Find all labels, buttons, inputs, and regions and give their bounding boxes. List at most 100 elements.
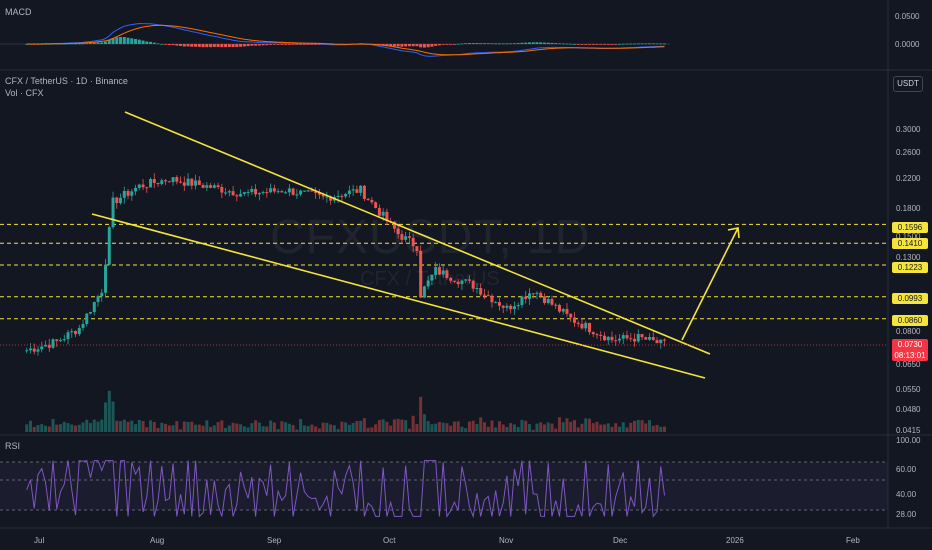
volume-bar — [55, 424, 59, 432]
macd-histogram-bar — [291, 44, 295, 45]
macd-histogram-bar — [224, 44, 228, 48]
candle-body — [659, 339, 663, 344]
price-axis: 0.0500 0.0000 0.3000 0.2600 0.2200 0.180… — [895, 12, 921, 519]
volume-bar — [591, 423, 595, 432]
macd-histogram-bar — [445, 44, 449, 45]
macd-histogram-bar — [550, 42, 554, 44]
macd-histogram-bar — [175, 44, 179, 46]
volume-bar — [295, 429, 299, 432]
wedge-upper-trendline[interactable] — [124, 111, 711, 355]
volume-bar — [104, 402, 108, 432]
macd-histogram-bar — [130, 38, 134, 44]
rsi-tick: 40.00 — [896, 490, 917, 499]
macd-histogram-bar — [276, 44, 280, 45]
candle-body — [359, 185, 363, 193]
candle-body — [475, 288, 479, 290]
macd-histogram-bar — [220, 44, 224, 48]
currency-button[interactable]: USDT — [893, 76, 923, 92]
macd-histogram-bar — [572, 43, 576, 45]
volume-bar — [629, 422, 633, 432]
candle-body — [280, 191, 284, 193]
candle-body — [419, 250, 423, 298]
candle-body — [572, 317, 576, 323]
macd-histogram-bar — [269, 44, 273, 45]
macd-histogram-bar — [621, 43, 625, 45]
volume-bar — [618, 426, 621, 432]
volume-bar — [366, 427, 370, 432]
volume-bar — [81, 422, 85, 432]
volume-bar — [347, 424, 351, 432]
volume-bar — [467, 421, 471, 432]
candle-body — [370, 199, 374, 203]
volume-bar — [77, 424, 81, 432]
price-tick: 0.0800 — [896, 327, 921, 336]
candle-body — [134, 187, 138, 192]
volume-bar — [280, 421, 284, 432]
macd-histogram-bar — [156, 43, 160, 45]
candle-body — [411, 237, 415, 247]
volume-bar — [486, 426, 490, 432]
volume-bar — [111, 401, 115, 432]
candle-body — [276, 191, 280, 193]
volume-bar — [44, 425, 48, 432]
wedge-lower-trendline[interactable] — [91, 213, 706, 379]
macd-histogram-bar — [141, 40, 145, 44]
macd-histogram-bar — [231, 44, 235, 48]
macd-histogram-bar — [557, 43, 561, 45]
macd-histogram-bar — [490, 43, 494, 45]
macd-histogram-bar — [633, 43, 637, 45]
macd-histogram-bar — [400, 44, 404, 47]
macd-histogram-bar — [411, 44, 415, 47]
volume-bar — [445, 423, 449, 432]
volume-bar — [561, 422, 565, 432]
candle-body — [175, 177, 179, 182]
volume-bar — [261, 426, 265, 432]
macd-histogram-bar — [235, 44, 239, 48]
time-tick: Nov — [499, 536, 513, 545]
volume-bar — [576, 427, 580, 432]
volume-bar — [227, 425, 231, 432]
volume-bar — [47, 426, 51, 432]
candle-body — [209, 185, 213, 188]
candle-body — [516, 305, 520, 307]
candle-body — [385, 211, 389, 222]
macd-histogram-bar — [554, 43, 558, 44]
candle-body — [460, 280, 464, 284]
breakout-projection-arrow[interactable] — [681, 227, 739, 341]
candle-body — [254, 188, 258, 195]
volume-bar — [456, 421, 460, 432]
price-tick: 0.3000 — [896, 125, 921, 134]
volume-bar — [640, 420, 644, 432]
candle-body — [51, 339, 55, 348]
macd-histogram-bar — [655, 43, 659, 45]
candle-body — [633, 338, 637, 342]
volume-bar — [197, 424, 201, 432]
macd-histogram-bar — [625, 43, 629, 45]
candle-body — [66, 332, 70, 340]
macd-histogram-bar — [160, 43, 164, 45]
volume-bar — [396, 418, 400, 432]
candle-body — [542, 296, 546, 304]
candle-body — [119, 197, 123, 204]
candle-body — [505, 305, 509, 308]
macd-histogram-bar — [422, 44, 426, 48]
macd-histogram-bar — [302, 44, 306, 45]
volume-bar — [130, 420, 134, 432]
volume-bar — [246, 427, 250, 432]
volume-bar — [284, 422, 288, 432]
candle-body — [648, 337, 652, 340]
candle-body — [351, 189, 355, 191]
candle-body — [557, 304, 561, 312]
volume-bar — [70, 424, 74, 432]
volume-bar — [516, 427, 520, 432]
macd-histogram-bar — [246, 44, 250, 47]
volume-bar — [231, 422, 235, 432]
time-axis: Jul Aug Sep Oct Nov Dec 2026 Feb — [34, 536, 860, 545]
macd-histogram-bar — [565, 43, 569, 45]
volume-bar — [332, 425, 336, 432]
candle-body — [602, 335, 606, 341]
macd-histogram-bar — [542, 42, 546, 44]
volume-bar — [400, 419, 404, 432]
volume-bar — [96, 421, 100, 432]
